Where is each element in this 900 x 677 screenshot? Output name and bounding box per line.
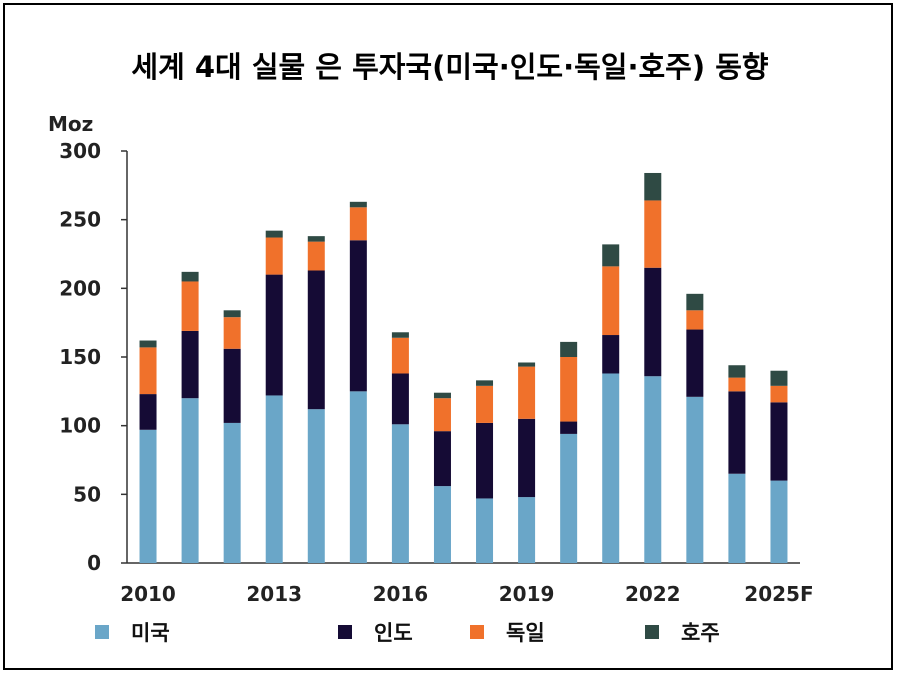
- bar-segment-germany-2023: [686, 310, 704, 330]
- x-tick-label: 2022: [625, 582, 681, 606]
- bar-segment-australia-2017: [433, 392, 451, 399]
- bar-segment-germany-2025F: [770, 385, 788, 403]
- legend-item-australia: 호주: [645, 620, 720, 645]
- bar-segment-india-2021: [602, 335, 620, 374]
- bar-segment-us-2024: [728, 473, 746, 563]
- bar-segment-australia-2025F: [770, 370, 788, 386]
- bar-segment-india-2010: [139, 394, 157, 430]
- bar-segment-germany-2014: [307, 241, 325, 271]
- bar-segment-us-2021: [602, 373, 620, 563]
- bar-segment-india-2012: [223, 348, 241, 423]
- bar-segment-india-2020: [560, 421, 578, 434]
- y-tick-label: 150: [59, 345, 101, 369]
- bar-segment-us-2014: [307, 409, 325, 563]
- bar-segment-india-2022: [644, 267, 662, 377]
- bar-segment-us-2017: [433, 486, 451, 563]
- bar-segment-australia-2018: [476, 380, 494, 386]
- bar-segment-india-2016: [391, 373, 409, 425]
- bar-segment-india-2015: [349, 240, 367, 392]
- bar-segment-us-2019: [518, 497, 536, 563]
- legend-item-india: 인도: [338, 620, 413, 645]
- bar-segment-australia-2016: [391, 332, 409, 338]
- bar-segment-germany-2013: [265, 237, 283, 275]
- y-tick-label: 300: [59, 139, 101, 163]
- axes: 0 50 100 150 200 250 300 2010 2013 2016 2019 2022 20…: [59, 139, 813, 606]
- bar-segment-australia-2024: [728, 365, 746, 378]
- bar-segment-australia-2019: [518, 362, 536, 367]
- bars: [139, 172, 788, 563]
- bar-segment-india-2014: [307, 270, 325, 410]
- legend-item-germany: 독일: [470, 620, 545, 645]
- bar-segment-us-2022: [644, 376, 662, 563]
- bar-segment-us-2025F: [770, 480, 788, 563]
- bar-segment-us-2011: [181, 398, 199, 563]
- bar-segment-australia-2022: [644, 172, 662, 201]
- bar-segment-india-2013: [265, 274, 283, 396]
- bar-segment-australia-2010: [139, 340, 157, 348]
- bar-segment-us-2015: [349, 391, 367, 563]
- legend-label-germany: 독일: [506, 621, 545, 645]
- bar-segment-australia-2012: [223, 310, 241, 318]
- bar-segment-india-2025F: [770, 402, 788, 481]
- bar-segment-india-2011: [181, 330, 199, 399]
- legend-label-australia: 호주: [681, 621, 720, 645]
- bar-segment-india-2024: [728, 391, 746, 474]
- bar-segment-us-2013: [265, 395, 283, 563]
- bar-segment-germany-2015: [349, 207, 367, 241]
- bar-segment-germany-2019: [518, 366, 536, 419]
- bar-segment-germany-2018: [476, 385, 494, 423]
- bar-segment-australia-2015: [349, 201, 367, 208]
- bar-segment-germany-2016: [391, 337, 409, 374]
- bar-segment-germany-2022: [644, 200, 662, 268]
- y-tick-label: 0: [87, 551, 101, 575]
- y-tick-label: 200: [59, 276, 101, 300]
- bar-segment-australia-2021: [602, 244, 620, 267]
- bar-segment-india-2017: [433, 431, 451, 487]
- y-tick-label: 250: [59, 208, 101, 232]
- legend-label-us: 미국: [131, 621, 170, 645]
- bar-segment-us-2020: [560, 433, 578, 563]
- x-tick-label: 2025F: [744, 582, 813, 606]
- bar-segment-germany-2017: [433, 398, 451, 432]
- bar-segment-us-2023: [686, 396, 704, 563]
- bar-segment-us-2012: [223, 422, 241, 563]
- bar-segment-germany-2024: [728, 377, 746, 392]
- legend-swatch-germany: [470, 625, 484, 639]
- y-tick-label: 50: [73, 482, 101, 506]
- x-tick-label: 2013: [246, 582, 302, 606]
- bar-segment-india-2019: [518, 418, 536, 498]
- y-axis-unit-label: Moz: [48, 112, 93, 136]
- legend-item-us: 미국: [95, 620, 170, 645]
- bar-segment-australia-2023: [686, 293, 704, 311]
- bar-segment-india-2023: [686, 329, 704, 397]
- bar-segment-germany-2020: [560, 357, 578, 422]
- bar-segment-us-2018: [476, 498, 494, 563]
- bar-segment-australia-2020: [560, 341, 578, 357]
- bar-segment-germany-2010: [139, 347, 157, 395]
- bar-segment-australia-2013: [265, 230, 283, 238]
- legend-swatch-us: [95, 625, 109, 639]
- bar-segment-australia-2011: [181, 271, 199, 282]
- bar-segment-germany-2011: [181, 281, 199, 331]
- legend-swatch-australia: [645, 625, 659, 639]
- bar-segment-india-2018: [476, 422, 494, 499]
- bar-segment-us-2010: [139, 429, 157, 563]
- legend-swatch-india: [338, 625, 352, 639]
- x-tick-label: 2016: [373, 582, 429, 606]
- legend-label-india: 인도: [374, 621, 413, 645]
- bar-segment-germany-2012: [223, 317, 241, 349]
- chart-title: 세계 4대 실물 은 투자국(미국·인도·독일·호주) 동향: [131, 50, 769, 84]
- bar-segment-us-2016: [391, 424, 409, 563]
- y-tick-label: 100: [59, 414, 101, 438]
- bar-segment-germany-2021: [602, 266, 620, 336]
- x-tick-label: 2019: [499, 582, 555, 606]
- x-tick-label: 2010: [120, 582, 176, 606]
- bar-segment-australia-2014: [307, 236, 325, 242]
